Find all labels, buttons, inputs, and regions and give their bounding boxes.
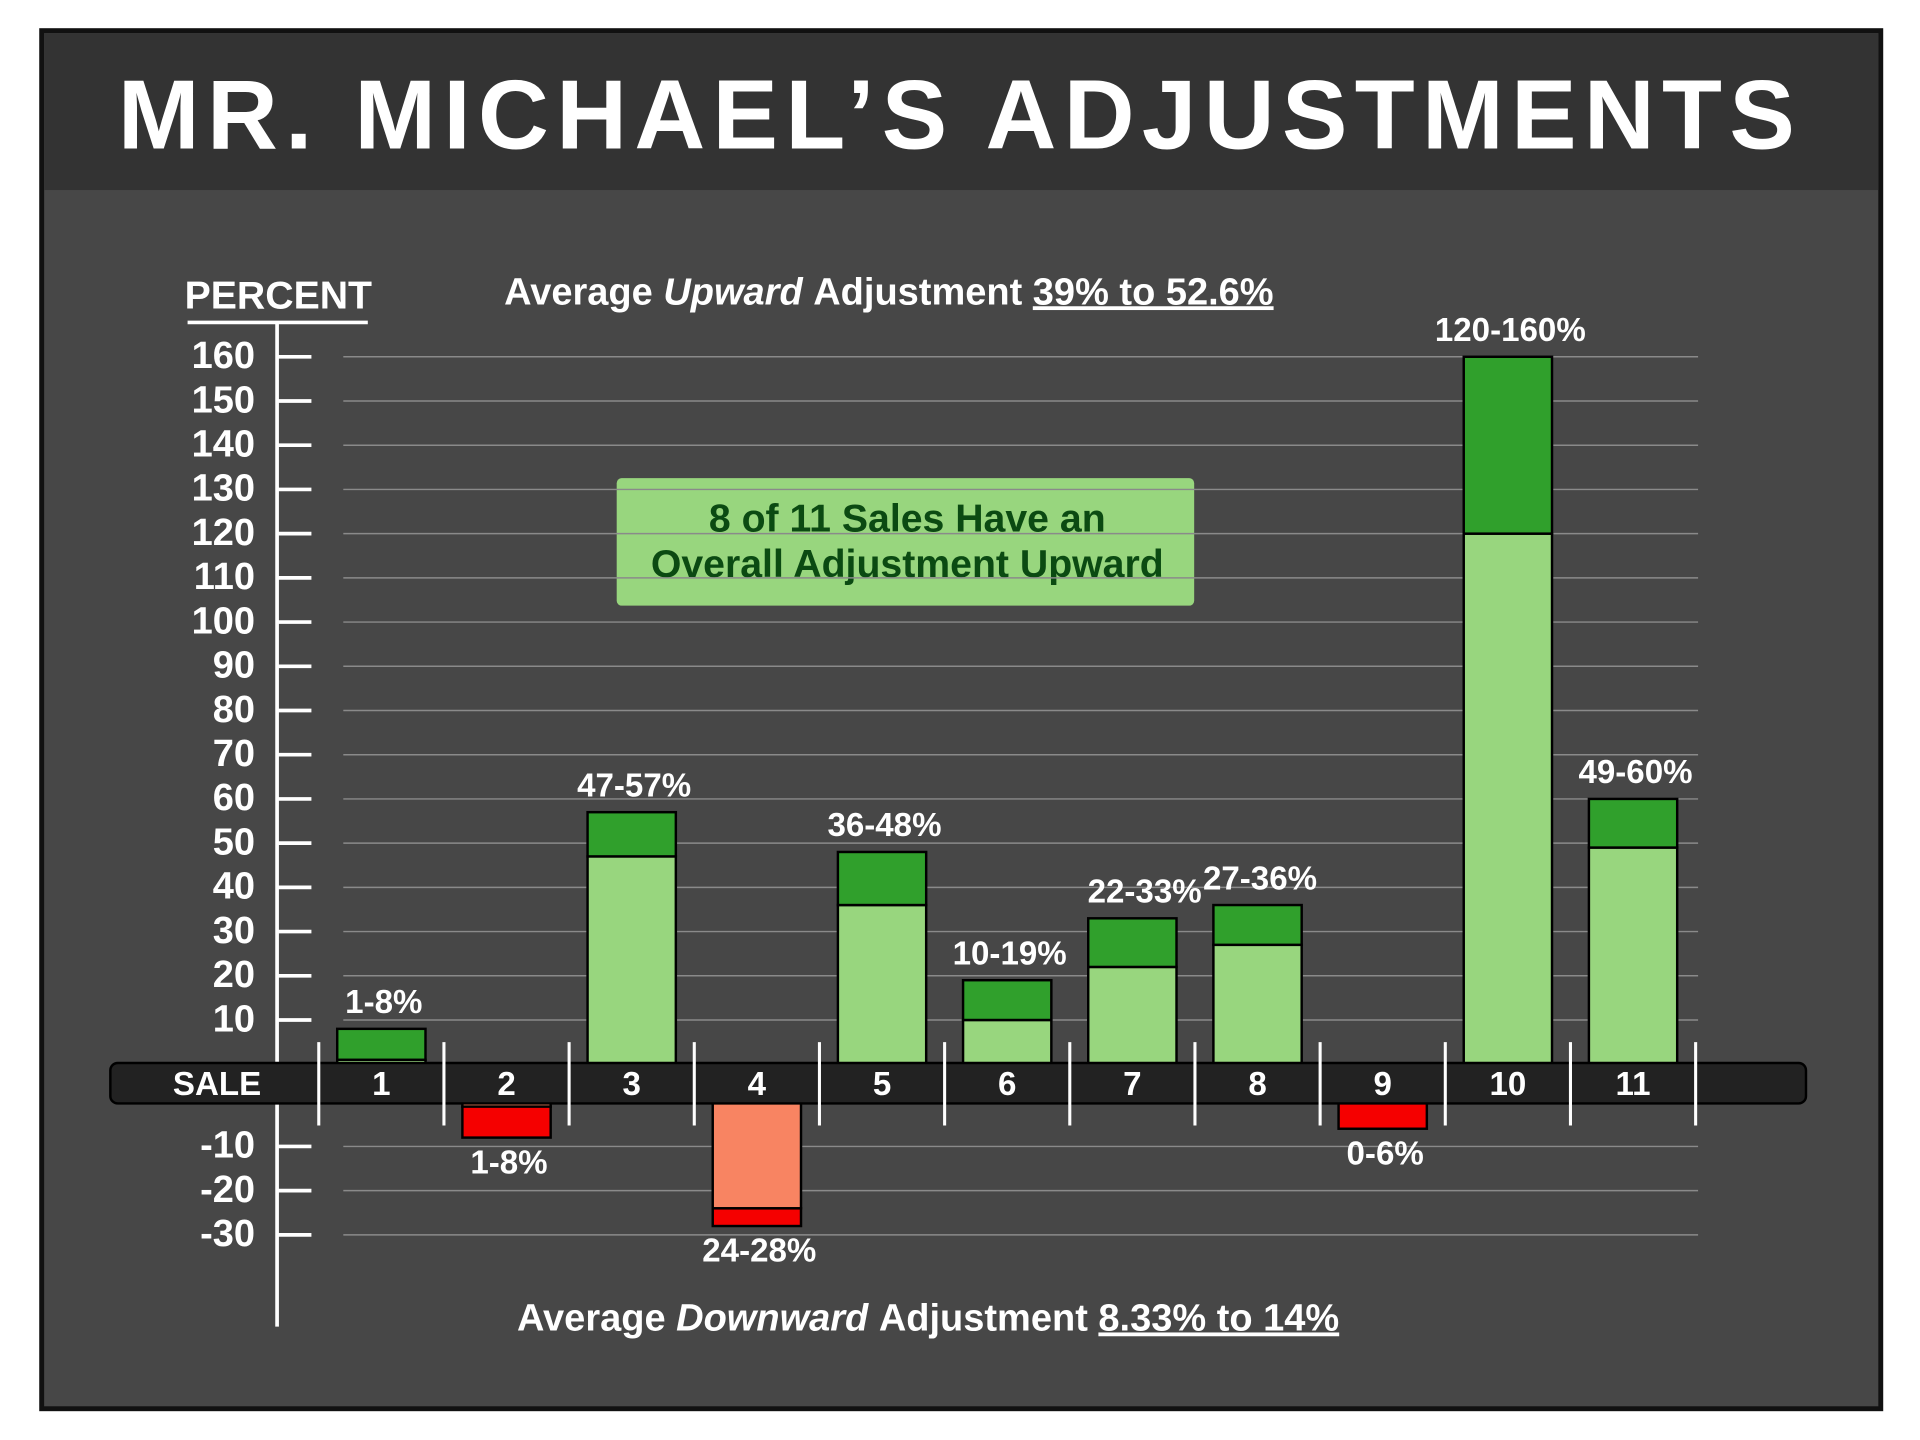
note-range: 8.33% to 14% bbox=[1098, 1297, 1339, 1339]
bar-segment bbox=[711, 1207, 803, 1228]
title-band bbox=[44, 33, 1879, 191]
x-tick-label: 11 bbox=[1616, 1066, 1651, 1103]
bar-segment bbox=[836, 903, 928, 1066]
y-tick-label: 30 bbox=[213, 910, 255, 952]
y-tick-label: 100 bbox=[192, 600, 255, 642]
value-label: 1-8% bbox=[345, 984, 422, 1021]
value-label: 22-33% bbox=[1088, 874, 1202, 911]
y-tick-label: 130 bbox=[192, 468, 255, 510]
x-tick-label: 6 bbox=[998, 1066, 1016, 1103]
note-emphasis: Downward bbox=[676, 1297, 869, 1339]
x-axis-label: SALE bbox=[173, 1066, 261, 1103]
value-label: 36-48% bbox=[827, 807, 941, 844]
callout-box bbox=[616, 478, 1195, 606]
x-tick-label: 2 bbox=[497, 1066, 515, 1103]
note-range: 39% to 52.6% bbox=[1033, 271, 1274, 313]
x-tick-label: 10 bbox=[1489, 1066, 1526, 1103]
y-tick-label: 120 bbox=[192, 512, 255, 554]
x-tick-label: 5 bbox=[873, 1066, 891, 1103]
bar-segment bbox=[1587, 797, 1679, 849]
value-label: 1-8% bbox=[470, 1144, 547, 1181]
y-tick-label: 50 bbox=[213, 821, 255, 863]
x-tick-label: 7 bbox=[1123, 1066, 1141, 1103]
x-axis-bar bbox=[109, 1061, 1808, 1105]
downward-note: Average Downward Adjustment 8.33% to 14% bbox=[517, 1297, 1339, 1339]
y-tick-label: 80 bbox=[213, 689, 255, 731]
bar-segment bbox=[1462, 355, 1554, 535]
bar-segment bbox=[961, 1018, 1053, 1066]
value-label: 10-19% bbox=[953, 935, 1067, 972]
bar-segment bbox=[461, 1105, 552, 1139]
callout-text: Overall Adjustment Upward bbox=[651, 542, 1164, 586]
y-tick-label: 160 bbox=[192, 335, 255, 377]
note-text: Average bbox=[517, 1297, 666, 1339]
y-tick-label: 70 bbox=[213, 733, 255, 775]
y-tick-label: -10 bbox=[200, 1125, 255, 1167]
bar-segment bbox=[711, 1100, 803, 1210]
bar-segment bbox=[1212, 903, 1303, 947]
y-tick-label: 40 bbox=[213, 866, 255, 908]
note-emphasis: Upward bbox=[663, 271, 803, 313]
x-tick-label: 3 bbox=[622, 1066, 640, 1103]
bar-segment bbox=[335, 1027, 427, 1062]
x-tick-label: 9 bbox=[1374, 1066, 1392, 1103]
x-tick-label: 1 bbox=[372, 1066, 390, 1103]
bar-segment bbox=[1462, 532, 1554, 1066]
value-label: 0-6% bbox=[1347, 1135, 1424, 1172]
bar-segment bbox=[1087, 917, 1178, 969]
y-tick-label: 140 bbox=[192, 423, 255, 465]
value-label: 24-28% bbox=[702, 1233, 816, 1270]
bar-segment bbox=[586, 855, 678, 1066]
note-text: Adjustment bbox=[879, 1297, 1088, 1339]
y-tick-label: -30 bbox=[200, 1213, 255, 1255]
upward-note: Average Upward Adjustment 39% to 52.6% bbox=[504, 271, 1273, 313]
value-label: 27-36% bbox=[1203, 860, 1317, 897]
y-axis-label: PERCENT bbox=[185, 273, 372, 317]
x-tick-label: 4 bbox=[748, 1066, 767, 1103]
y-tick-label: 10 bbox=[213, 998, 255, 1040]
y-tick-label: 150 bbox=[192, 379, 255, 421]
y-tick-label: 90 bbox=[213, 645, 255, 687]
x-tick-label: 8 bbox=[1248, 1066, 1266, 1103]
y-tick-label: 110 bbox=[194, 556, 255, 598]
bar-segment bbox=[961, 978, 1053, 1022]
chart-title: MR. MICHAEL’S ADJUSTMENTS bbox=[118, 60, 1802, 170]
panel bbox=[39, 28, 1884, 1412]
note-text: Average bbox=[504, 271, 653, 313]
value-label: 47-57% bbox=[577, 767, 691, 804]
bar-segment bbox=[586, 810, 678, 858]
value-label: 49-60% bbox=[1578, 754, 1692, 791]
bar-segment bbox=[836, 850, 928, 907]
y-tick-label: 20 bbox=[213, 954, 255, 996]
y-tick-label: 60 bbox=[213, 777, 255, 819]
note-text: Adjustment bbox=[813, 271, 1022, 313]
y-tick-label: -20 bbox=[200, 1169, 255, 1211]
bar-segment bbox=[1212, 943, 1303, 1066]
bar-segment bbox=[1087, 965, 1178, 1066]
value-label: 120-160% bbox=[1435, 312, 1586, 349]
bar-segment bbox=[1587, 846, 1679, 1066]
axis-labels: -30-20-101020304050607080901001101201301… bbox=[192, 312, 1698, 1270]
